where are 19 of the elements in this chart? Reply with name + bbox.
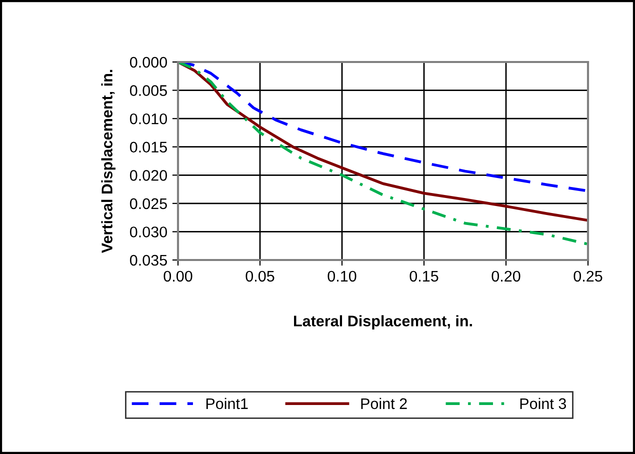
- x-axis-title: Lateral Displacement, in.: [294, 315, 472, 330]
- y-tick-label: 0.030: [130, 226, 167, 238]
- y-axis-title: Vertical Displacement, in.: [101, 70, 116, 254]
- y-tick-label: 0.005: [130, 85, 167, 96]
- x-tick-label: 0.00: [164, 270, 192, 282]
- x-tick-label: 0.25: [574, 270, 602, 282]
- y-tick-label: 0.000: [130, 56, 167, 68]
- x-tick-label: 0.15: [410, 270, 438, 282]
- x-tick-label: 0.10: [328, 270, 356, 282]
- legend-label: Point 3: [520, 398, 566, 410]
- x-tick-label: 0.05: [246, 270, 274, 282]
- y-tick-label: 0.010: [130, 113, 167, 124]
- y-tick-label: 0.015: [130, 142, 167, 153]
- legend-label: Point 2: [361, 398, 407, 410]
- x-tick-label: 0.20: [492, 270, 520, 282]
- y-tick-label: 0.025: [130, 198, 167, 210]
- y-tick-label: 0.020: [130, 170, 167, 181]
- legend-label: Point1: [206, 398, 248, 410]
- y-tick-label: 0.035: [130, 254, 167, 266]
